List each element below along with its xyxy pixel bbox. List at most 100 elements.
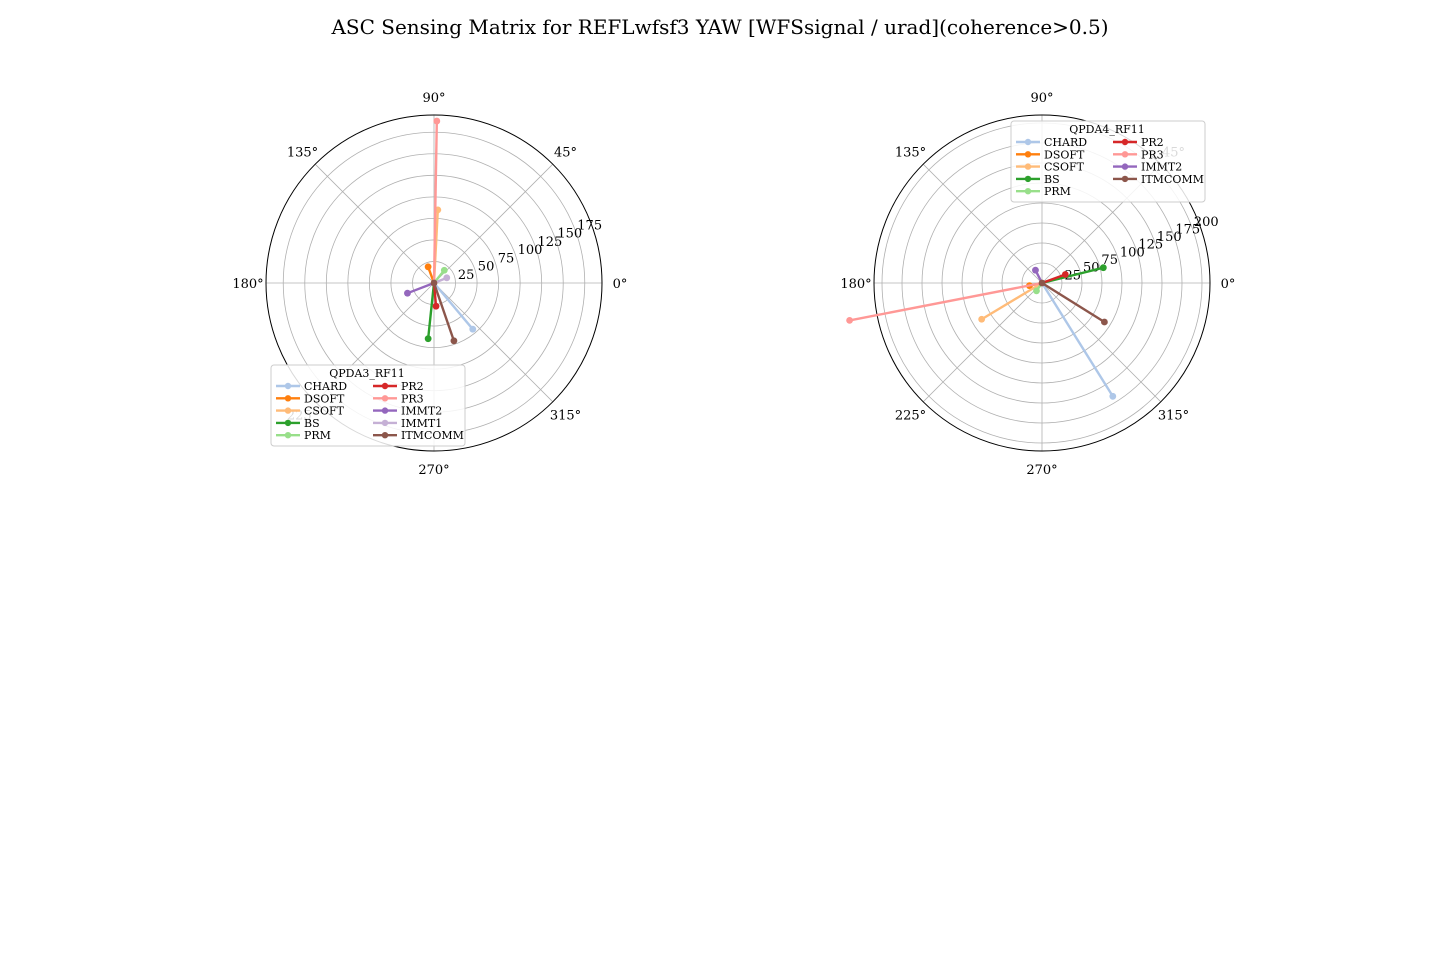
series-marker-csoft bbox=[978, 315, 986, 323]
angle-tick-label: 315° bbox=[1158, 409, 1189, 424]
angle-tick-label: 315° bbox=[550, 409, 581, 424]
radial-tick-label: 75 bbox=[1101, 253, 1118, 268]
series-line-chard bbox=[1040, 282, 1114, 397]
grid-spoke bbox=[433, 163, 554, 284]
legend-label-pr3: PR3 bbox=[1141, 148, 1164, 161]
series-marker-chard bbox=[469, 325, 477, 333]
series-marker-chard bbox=[1109, 392, 1117, 400]
radial-tick-label: 200 bbox=[1194, 215, 1219, 230]
polar-panel-qpda3: 0°45°90°135°180°225°270°315°255075100125… bbox=[232, 91, 627, 478]
grid-spoke bbox=[922, 282, 1043, 403]
legend-swatch-marker bbox=[1024, 175, 1032, 183]
radial-tick-label: 100 bbox=[1120, 245, 1145, 260]
legend-swatch-marker bbox=[1024, 138, 1032, 146]
legend-label-dsoft: DSOFT bbox=[1044, 148, 1085, 161]
angle-tick-label: 0° bbox=[1221, 277, 1236, 292]
legend-label-pr3: PR3 bbox=[401, 392, 424, 405]
series-marker-itmcomm bbox=[1101, 318, 1108, 326]
legend-swatch-marker bbox=[1121, 163, 1129, 170]
legend-swatch-marker bbox=[381, 407, 389, 414]
angle-tick-label: 270° bbox=[418, 463, 449, 478]
series-marker-prm bbox=[440, 266, 448, 274]
legend-label-prm: PRM bbox=[1044, 185, 1071, 198]
angle-tick-label: 135° bbox=[895, 145, 926, 160]
origin-marker bbox=[430, 279, 438, 287]
grid-spoke bbox=[1041, 282, 1162, 403]
legend-label-csoft: CSOFT bbox=[304, 405, 345, 418]
legend-swatch-marker bbox=[1121, 138, 1129, 146]
angle-tick-label: 180° bbox=[232, 277, 263, 292]
legend-swatch-marker bbox=[284, 395, 292, 402]
series-marker-immt1 bbox=[443, 274, 451, 282]
legend-frame bbox=[1010, 120, 1206, 203]
legend-swatch-marker bbox=[284, 432, 292, 439]
radial-tick-label: 150 bbox=[557, 227, 582, 242]
legend-label-dsoft: DSOFT bbox=[304, 392, 345, 405]
legend-label-pr2: PR2 bbox=[401, 380, 424, 393]
angle-tick-label: 270° bbox=[1026, 463, 1057, 478]
angle-tick-label: 225° bbox=[895, 409, 926, 424]
series-marker-immt2 bbox=[1032, 266, 1039, 274]
series-line-itmcomm bbox=[1041, 281, 1106, 324]
legend-swatch-marker bbox=[381, 432, 389, 439]
legend-label-csoft: CSOFT bbox=[1044, 161, 1085, 174]
series-line-pr3 bbox=[849, 281, 1043, 322]
legend-label-immt1: IMMT1 bbox=[401, 417, 442, 430]
legend: QPDA3_RF11CHARDDSOFTCSOFTBSPRMPR2PR3IMMT… bbox=[270, 364, 466, 447]
series-line-csoft bbox=[981, 281, 1043, 321]
angle-tick-label: 0° bbox=[613, 277, 628, 292]
series-marker-prm bbox=[1033, 287, 1040, 295]
legend-swatch-marker bbox=[284, 382, 292, 390]
grid-spoke bbox=[922, 163, 1043, 284]
legend-label-itmcomm: ITMCOMM bbox=[401, 429, 464, 442]
origin-marker bbox=[1038, 279, 1046, 287]
legend-title: QPDA4_RF11 bbox=[1069, 123, 1145, 136]
series-marker-dsoft bbox=[424, 263, 432, 271]
legend-label-pr2: PR2 bbox=[1141, 136, 1164, 149]
legend-label-immt2: IMMT2 bbox=[401, 405, 442, 418]
series-marker-pr3 bbox=[846, 316, 854, 324]
legend-label-chard: CHARD bbox=[1044, 136, 1087, 149]
radial-tick-label: 125 bbox=[537, 235, 562, 250]
series-line-chard bbox=[433, 282, 474, 330]
radial-tick-label: 75 bbox=[498, 251, 515, 266]
radial-tick-label: 150 bbox=[1157, 230, 1182, 245]
legend-swatch-marker bbox=[284, 419, 292, 427]
legend-label-prm: PRM bbox=[304, 429, 331, 442]
series-marker-itmcomm bbox=[450, 337, 458, 345]
angle-tick-label: 90° bbox=[422, 91, 445, 106]
legend-label-bs: BS bbox=[304, 417, 320, 430]
legend-swatch-marker bbox=[1121, 175, 1129, 183]
legend-swatch-marker bbox=[381, 419, 389, 427]
series-marker-pr2 bbox=[432, 302, 440, 310]
radial-tick-label: 50 bbox=[478, 260, 495, 275]
legend-label-chard: CHARD bbox=[304, 380, 347, 393]
angle-tick-label: 90° bbox=[1030, 91, 1053, 106]
legend-swatch-marker bbox=[1024, 188, 1032, 195]
legend-label-itmcomm: ITMCOMM bbox=[1141, 173, 1204, 186]
grid-spoke bbox=[433, 282, 554, 403]
series-line-pr3 bbox=[432, 121, 439, 284]
series-line-itmcomm bbox=[432, 282, 456, 342]
polar-frame bbox=[873, 114, 1211, 452]
series-marker-pr2 bbox=[1061, 271, 1069, 278]
legend-swatch-marker bbox=[381, 395, 389, 402]
grid-spoke bbox=[314, 163, 435, 284]
series-marker-immt2 bbox=[404, 289, 411, 297]
series-marker-bs bbox=[424, 335, 432, 343]
polar-frame bbox=[265, 114, 603, 452]
legend-frame bbox=[270, 364, 466, 447]
legend-swatch-marker bbox=[381, 382, 389, 390]
polar-panel-qpda4: 0°45°90°135°180°225°270°315°255075100125… bbox=[840, 91, 1235, 478]
legend-swatch-marker bbox=[1024, 151, 1032, 158]
radial-tick-label: 25 bbox=[458, 268, 475, 283]
legend-label-bs: BS bbox=[1044, 173, 1060, 186]
angle-tick-label: 180° bbox=[840, 277, 871, 292]
angle-tick-label: 135° bbox=[287, 145, 318, 160]
angle-tick-label: 45° bbox=[554, 145, 577, 160]
series-line-immt2 bbox=[407, 281, 435, 295]
series-line-pr2 bbox=[1041, 273, 1066, 285]
series-marker-pr3 bbox=[433, 117, 441, 125]
